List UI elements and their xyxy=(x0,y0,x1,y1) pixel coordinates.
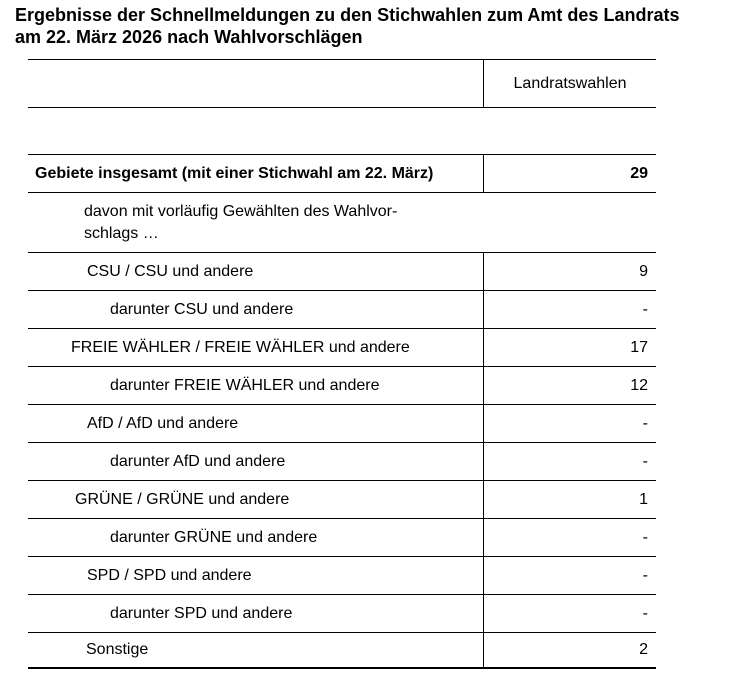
column-header-label: Landratswahlen xyxy=(513,74,627,92)
row-label-text: CSU / CSU und andere xyxy=(87,262,254,280)
row-value-text: - xyxy=(642,300,648,318)
row-label: Sonstige xyxy=(28,633,483,667)
table-row: FREIE WÄHLER / FREIE WÄHLER und andere 17 xyxy=(28,329,656,367)
row-value: - xyxy=(483,443,656,480)
row-value: - xyxy=(483,405,656,442)
results-table: Landratswahlen Gebiete insgesamt (mit ei… xyxy=(28,59,656,669)
row-value-text: - xyxy=(642,566,648,584)
row-label-text: davon mit vorläufig Gewählten des Wahlvo… xyxy=(84,202,398,242)
row-label: darunter SPD und andere xyxy=(28,595,483,632)
row-value-text: 29 xyxy=(630,164,648,182)
row-label: AfD / AfD und andere xyxy=(28,405,483,442)
row-value-text: 9 xyxy=(639,262,648,280)
row-label-text: darunter FREIE WÄHLER und andere xyxy=(110,376,380,394)
row-label-text: GRÜNE / GRÜNE und andere xyxy=(75,490,290,508)
table-row: Sonstige 2 xyxy=(28,633,656,667)
table-row: AfD / AfD und andere - xyxy=(28,405,656,443)
table-row: SPD / SPD und andere - xyxy=(28,557,656,595)
table-row: GRÜNE / GRÜNE und andere 1 xyxy=(28,481,656,519)
row-value-text: 17 xyxy=(630,338,648,356)
table-row: darunter GRÜNE und andere - xyxy=(28,519,656,557)
row-value xyxy=(483,193,656,252)
table-header-row: Landratswahlen xyxy=(28,59,656,108)
row-label-text: FREIE WÄHLER / FREIE WÄHLER und andere xyxy=(71,338,410,356)
header-stub-cell xyxy=(28,60,483,107)
row-label-text: darunter AfD und andere xyxy=(110,452,286,470)
row-value: 2 xyxy=(483,633,656,667)
row-value: 29 xyxy=(483,155,656,192)
row-label-text: darunter CSU und andere xyxy=(110,300,294,318)
row-label: FREIE WÄHLER / FREIE WÄHLER und andere xyxy=(28,329,483,366)
row-label-text: Gebiete insgesamt (mit einer Stichwahl a… xyxy=(35,164,434,182)
row-label-text: Sonstige xyxy=(86,641,149,658)
table-row: darunter CSU und andere - xyxy=(28,291,656,329)
table-row: davon mit vorläufig Gewählten des Wahlvo… xyxy=(28,193,656,253)
row-label: CSU / CSU und andere xyxy=(28,253,483,290)
table-row: darunter FREIE WÄHLER und andere 12 xyxy=(28,367,656,405)
row-value: - xyxy=(483,291,656,328)
header-body-gap xyxy=(28,108,656,154)
row-label: SPD / SPD und andere xyxy=(28,557,483,594)
row-label: GRÜNE / GRÜNE und andere xyxy=(28,481,483,518)
row-value: - xyxy=(483,519,656,556)
row-value-text: - xyxy=(642,528,648,546)
row-label: darunter GRÜNE und andere xyxy=(28,519,483,556)
row-value: 1 xyxy=(483,481,656,518)
row-value-text: 2 xyxy=(639,641,648,658)
row-value: 17 xyxy=(483,329,656,366)
table-row: darunter SPD und andere - xyxy=(28,595,656,633)
table-body: Gebiete insgesamt (mit einer Stichwahl a… xyxy=(28,154,656,669)
header-value-cell: Landratswahlen xyxy=(483,60,656,107)
row-label-text: AfD / AfD und andere xyxy=(87,414,239,432)
row-value-text: - xyxy=(642,414,648,432)
row-label: darunter CSU und andere xyxy=(28,291,483,328)
row-label: darunter FREIE WÄHLER und andere xyxy=(28,367,483,404)
row-value: - xyxy=(483,595,656,632)
row-value-text: - xyxy=(642,604,648,622)
row-value: - xyxy=(483,557,656,594)
table-row: Gebiete insgesamt (mit einer Stichwahl a… xyxy=(28,155,656,193)
row-value: 9 xyxy=(483,253,656,290)
table-row: darunter AfD und andere - xyxy=(28,443,656,481)
row-label-text: darunter SPD und andere xyxy=(110,604,293,622)
report-title: Ergebnisse der Schnellmeldungen zu den S… xyxy=(15,5,680,47)
row-label: darunter AfD und andere xyxy=(28,443,483,480)
row-value-text: - xyxy=(642,452,648,470)
row-label: Gebiete insgesamt (mit einer Stichwahl a… xyxy=(28,155,483,192)
row-label-text: SPD / SPD und andere xyxy=(87,566,252,584)
row-label-text: darunter GRÜNE und andere xyxy=(110,528,318,546)
row-value: 12 xyxy=(483,367,656,404)
row-label: davon mit vorläufig Gewählten des Wahlvo… xyxy=(28,193,483,252)
table-row: CSU / CSU und andere 9 xyxy=(28,253,656,291)
row-value-text: 1 xyxy=(639,490,648,508)
row-value-text: 12 xyxy=(630,376,648,394)
